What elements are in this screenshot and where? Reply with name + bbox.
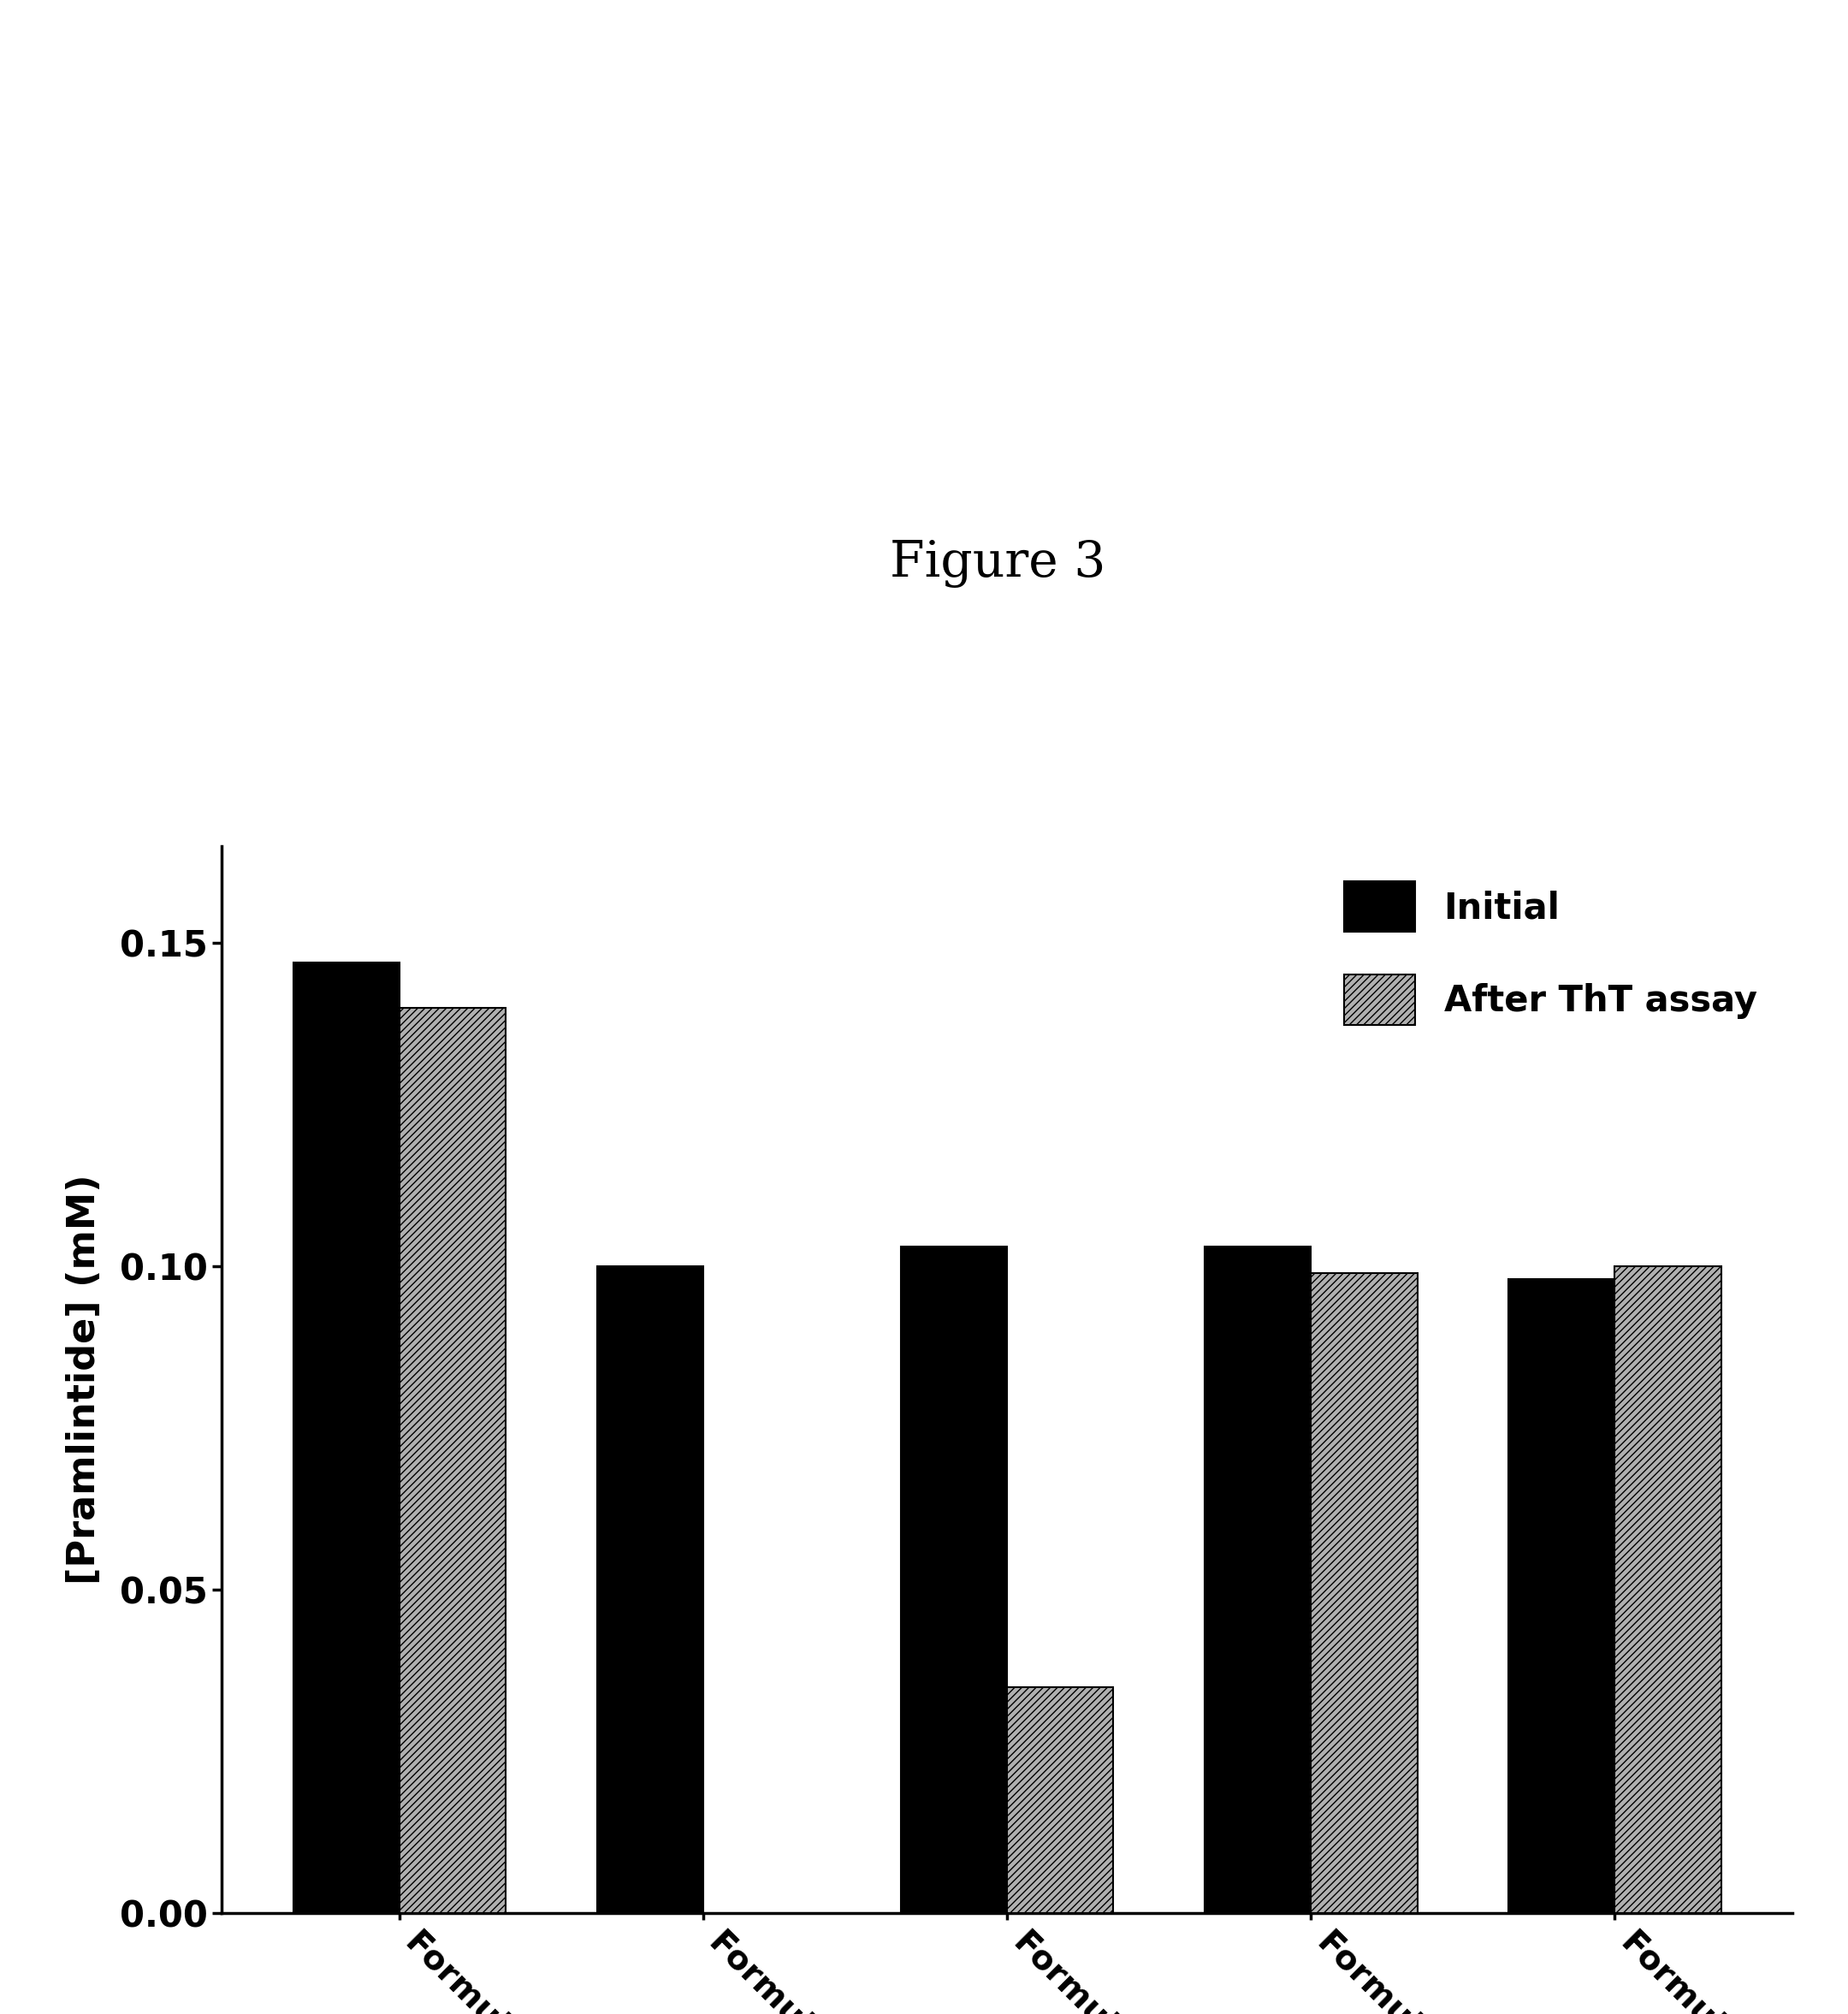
Text: Figure 3: Figure 3 xyxy=(891,540,1105,588)
Bar xyxy=(1007,1688,1114,1913)
Bar xyxy=(900,1247,1007,1913)
Bar xyxy=(399,1007,506,1913)
Bar xyxy=(294,963,399,1913)
Y-axis label: [Pramlintide] (mM): [Pramlintide] (mM) xyxy=(65,1174,102,1585)
Bar xyxy=(1615,1267,1720,1913)
Bar xyxy=(1205,1247,1310,1913)
Legend: Initial, After ThT assay: Initial, After ThT assay xyxy=(1327,864,1774,1043)
Bar xyxy=(1508,1279,1615,1913)
Bar xyxy=(597,1267,704,1913)
Bar xyxy=(1310,1273,1417,1913)
